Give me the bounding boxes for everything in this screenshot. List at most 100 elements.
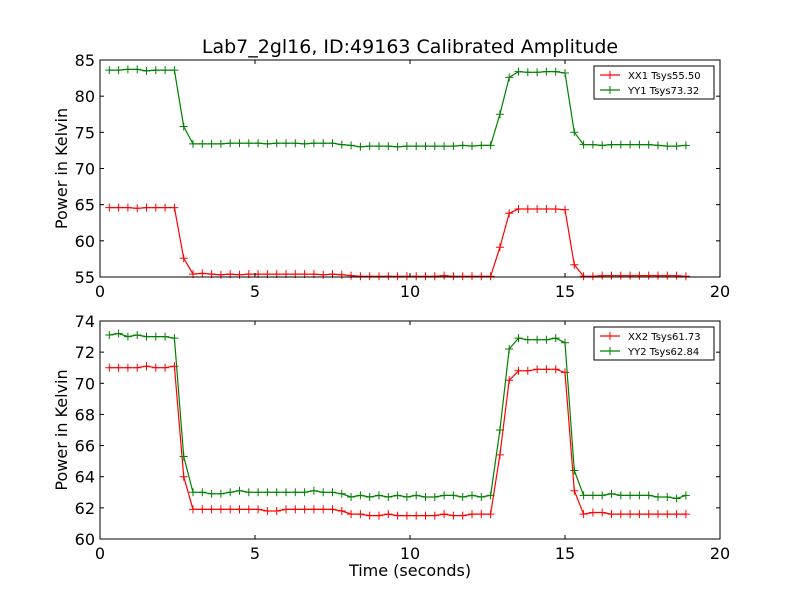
data-point xyxy=(626,140,635,149)
legend-marker xyxy=(606,86,614,94)
data-point xyxy=(505,376,514,385)
bottom-panel: 0 5 10 15 20 60 62 64 66 68 70 72 74 Power in Kelvin T… xyxy=(52,312,730,580)
x-tick-label: 20 xyxy=(710,544,730,563)
data-point xyxy=(635,271,644,280)
data-point xyxy=(170,203,179,212)
data-point xyxy=(179,254,188,263)
data-point xyxy=(412,142,421,151)
data-point xyxy=(644,140,653,149)
data-point xyxy=(114,363,123,372)
data-point xyxy=(505,209,514,218)
data-point xyxy=(570,466,579,475)
data-point xyxy=(207,139,216,148)
data-point xyxy=(598,491,607,500)
data-point xyxy=(123,363,132,372)
data-point xyxy=(161,332,170,341)
data-point xyxy=(449,491,458,500)
data-point xyxy=(486,141,495,150)
x-tick-label: 5 xyxy=(250,282,260,301)
top-panel: 0 5 10 15 20 55 60 65 70 75 80 85 Power in Kelvin XX1… xyxy=(52,51,730,301)
data-point xyxy=(681,510,690,519)
data-point xyxy=(328,488,337,497)
data-point xyxy=(514,334,523,343)
data-point xyxy=(412,491,421,500)
data-point xyxy=(588,272,597,281)
data-point xyxy=(430,142,439,151)
data-point xyxy=(402,142,411,151)
figure-title: Lab7_2gl16, ID:49163 Calibrated Amplitud… xyxy=(202,36,618,58)
data-point xyxy=(384,142,393,151)
data-point xyxy=(505,73,514,82)
data-point xyxy=(365,493,374,501)
data-point xyxy=(179,452,188,461)
data-point xyxy=(486,272,495,281)
data-point xyxy=(626,510,635,519)
data-point xyxy=(607,510,616,519)
data-point xyxy=(133,65,142,74)
data-point xyxy=(375,491,383,500)
data-point xyxy=(421,272,430,281)
data-point xyxy=(216,505,225,514)
data-point xyxy=(347,510,356,519)
data-point xyxy=(161,203,170,212)
data-point xyxy=(663,271,672,280)
data-point xyxy=(486,491,495,500)
data-point xyxy=(681,272,690,281)
data-point xyxy=(375,272,383,281)
data-point xyxy=(495,426,504,434)
data-point xyxy=(309,505,318,514)
data-point xyxy=(588,491,597,500)
data-point xyxy=(282,488,290,497)
data-point xyxy=(412,511,421,520)
legend-label: XX1 Tsys55.50 xyxy=(628,71,701,82)
data-point xyxy=(644,510,653,519)
data-point xyxy=(570,260,579,269)
data-point xyxy=(384,272,393,281)
legend: XX2 Tsys61.73 YY2 Tsys62.84 xyxy=(593,326,715,361)
data-point xyxy=(514,205,523,213)
data-point xyxy=(561,69,569,77)
data-point xyxy=(272,488,281,497)
data-point xyxy=(235,486,244,495)
x-tick-label: 20 xyxy=(710,282,730,301)
legend-marker xyxy=(606,332,614,340)
data-point xyxy=(393,491,402,500)
data-point xyxy=(179,472,188,481)
data-point xyxy=(626,271,635,280)
data-point xyxy=(291,488,300,497)
data-point xyxy=(114,203,123,212)
data-point xyxy=(458,141,467,150)
legend-label: XX2 Tsys61.73 xyxy=(628,332,701,343)
data-point xyxy=(142,332,151,341)
data-point xyxy=(458,511,467,520)
y-tick-label: 65 xyxy=(75,196,95,215)
data-point xyxy=(449,272,458,281)
data-point xyxy=(644,491,653,500)
data-point xyxy=(365,142,374,151)
data-point xyxy=(216,139,225,148)
data-point xyxy=(105,66,114,75)
y-tick-label: 70 xyxy=(75,160,95,179)
data-point xyxy=(681,491,690,500)
data-point xyxy=(430,493,439,501)
data-point xyxy=(170,66,179,75)
data-point xyxy=(477,141,486,150)
data-point xyxy=(551,205,560,213)
y-tick-label: 60 xyxy=(75,530,95,549)
data-point xyxy=(588,140,597,149)
x-tick-label: 15 xyxy=(555,282,575,301)
data-point xyxy=(319,505,328,514)
x-axis-label: Time (seconds) xyxy=(348,561,471,580)
data-point xyxy=(672,142,681,151)
data-point xyxy=(654,271,662,280)
data-point xyxy=(495,243,504,252)
legend: XX1 Tsys55.50 YY1 Tsys73.32 xyxy=(593,65,715,100)
data-point xyxy=(551,365,560,374)
data-point xyxy=(114,66,123,75)
x-tick-label: 15 xyxy=(555,544,575,563)
data-point xyxy=(291,139,300,148)
data-point xyxy=(561,338,569,347)
data-point xyxy=(198,269,207,278)
data-point xyxy=(681,141,690,150)
